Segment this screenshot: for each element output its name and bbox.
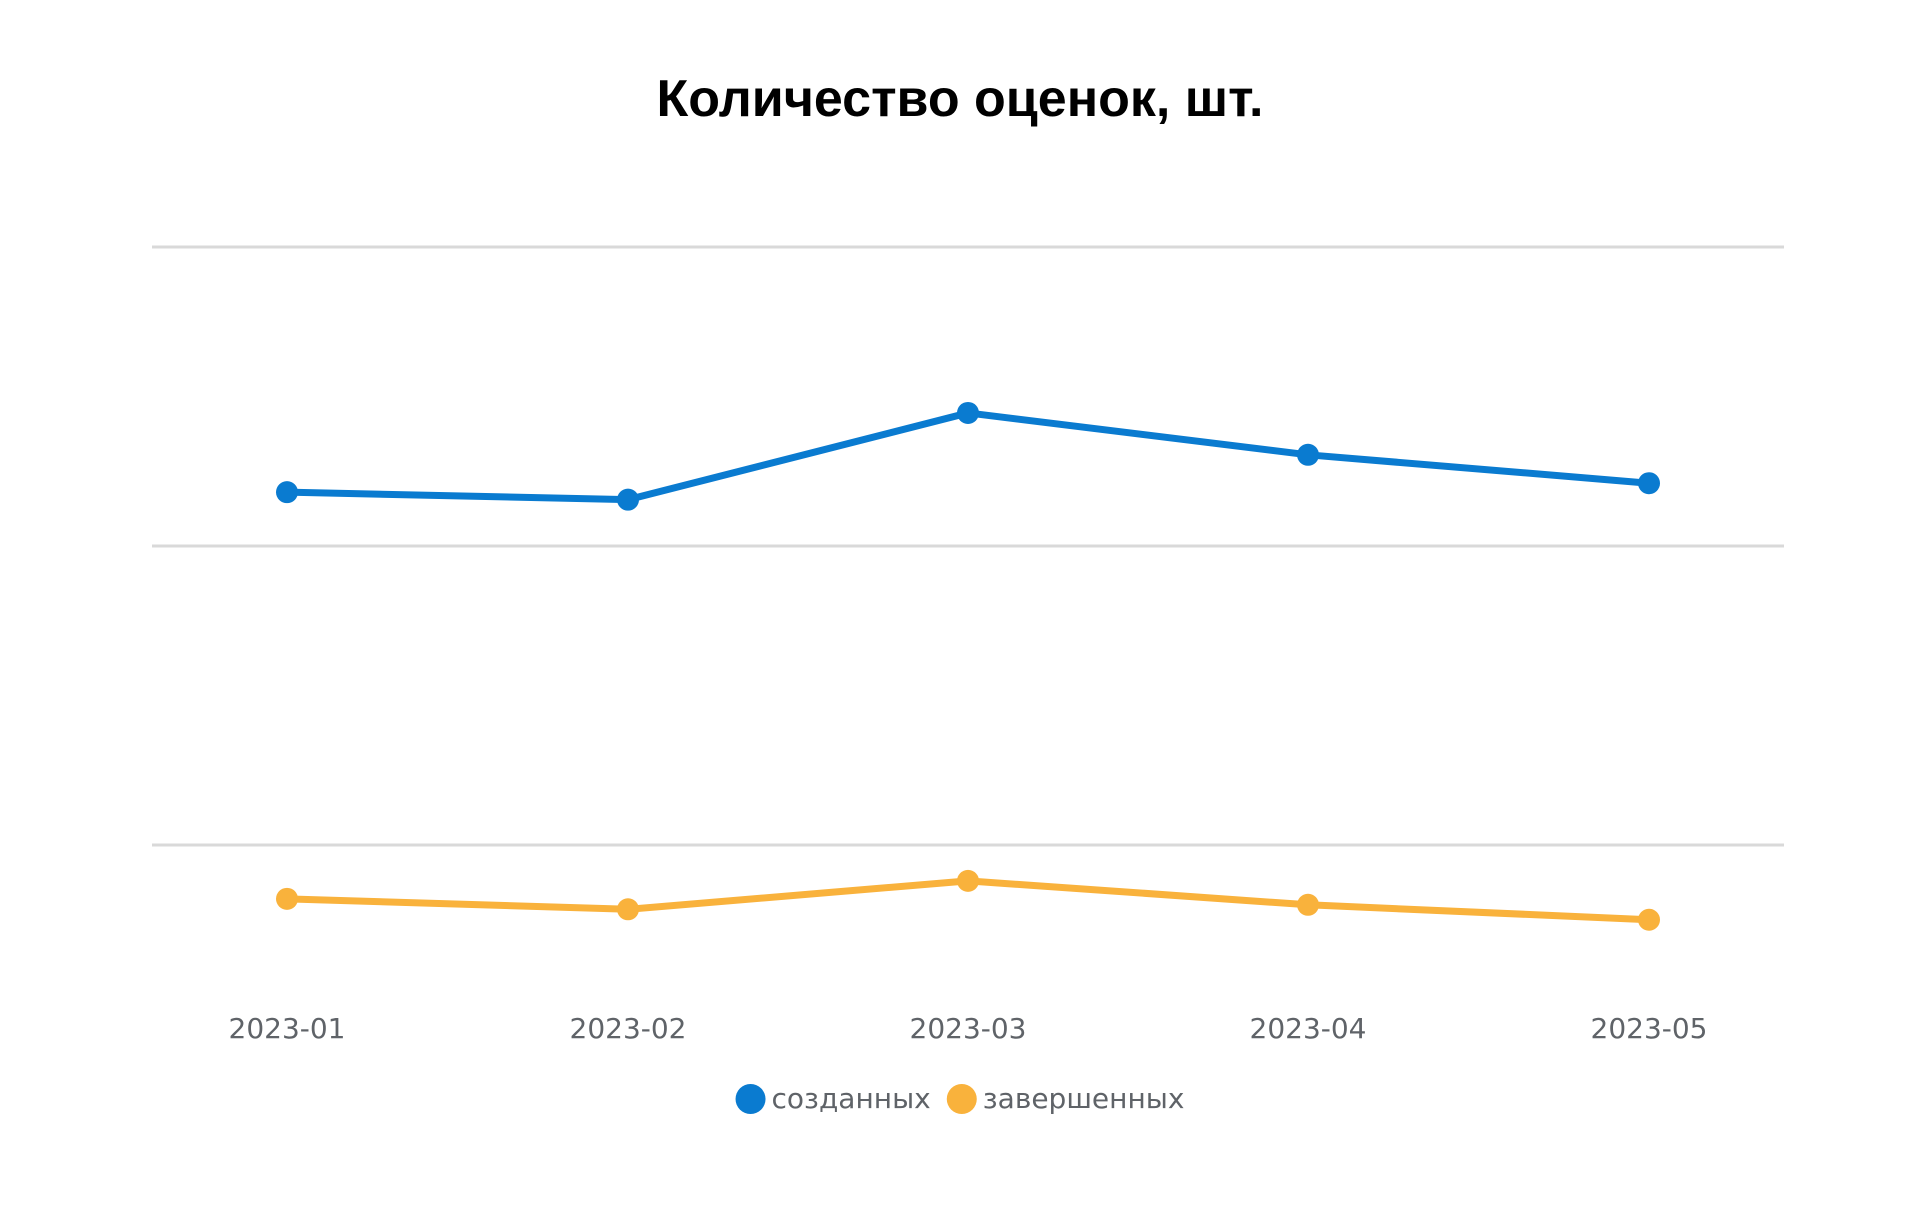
legend-marker-icon <box>946 1084 977 1114</box>
x-axis: 2023-01 2023-02 2023-03 2023-04 2023-05 <box>229 1012 1708 1045</box>
x-tick-label: 2023-05 <box>1591 1012 1708 1045</box>
chart-title: Количество оценок, шт. <box>657 70 1264 128</box>
data-point-2-5[interactable] <box>1638 908 1660 931</box>
legend-label: завершенных <box>983 1082 1185 1115</box>
x-tick-label: 2023-02 <box>570 1012 687 1045</box>
data-point-1-5[interactable] <box>1638 472 1660 495</box>
series-1 <box>276 401 1660 511</box>
data-point-2-1[interactable] <box>276 887 298 910</box>
series-line-1 <box>283 409 1653 504</box>
legend-marker-icon <box>735 1084 766 1114</box>
x-tick-label: 2023-04 <box>1250 1012 1367 1045</box>
data-point-2-3[interactable] <box>957 869 979 892</box>
data-point-1-1[interactable] <box>276 481 298 504</box>
series-layer <box>276 401 1660 931</box>
legend-label: созданных <box>772 1082 931 1115</box>
series-2 <box>276 869 1660 931</box>
legend-item-1[interactable]: созданных <box>735 1082 931 1115</box>
data-point-1-4[interactable] <box>1297 443 1319 466</box>
data-point-2-2[interactable] <box>617 898 639 921</box>
x-tick-label: 2023-03 <box>910 1012 1027 1045</box>
legend-item-2[interactable]: завершенных <box>946 1082 1185 1115</box>
data-point-1-2[interactable] <box>617 488 639 511</box>
x-tick-label: 2023-01 <box>229 1012 346 1045</box>
legend[interactable]: созданных завершенных <box>735 1082 1185 1115</box>
gridlines <box>152 245 1784 847</box>
data-point-1-3[interactable] <box>957 401 979 424</box>
data-point-2-4[interactable] <box>1297 893 1319 916</box>
